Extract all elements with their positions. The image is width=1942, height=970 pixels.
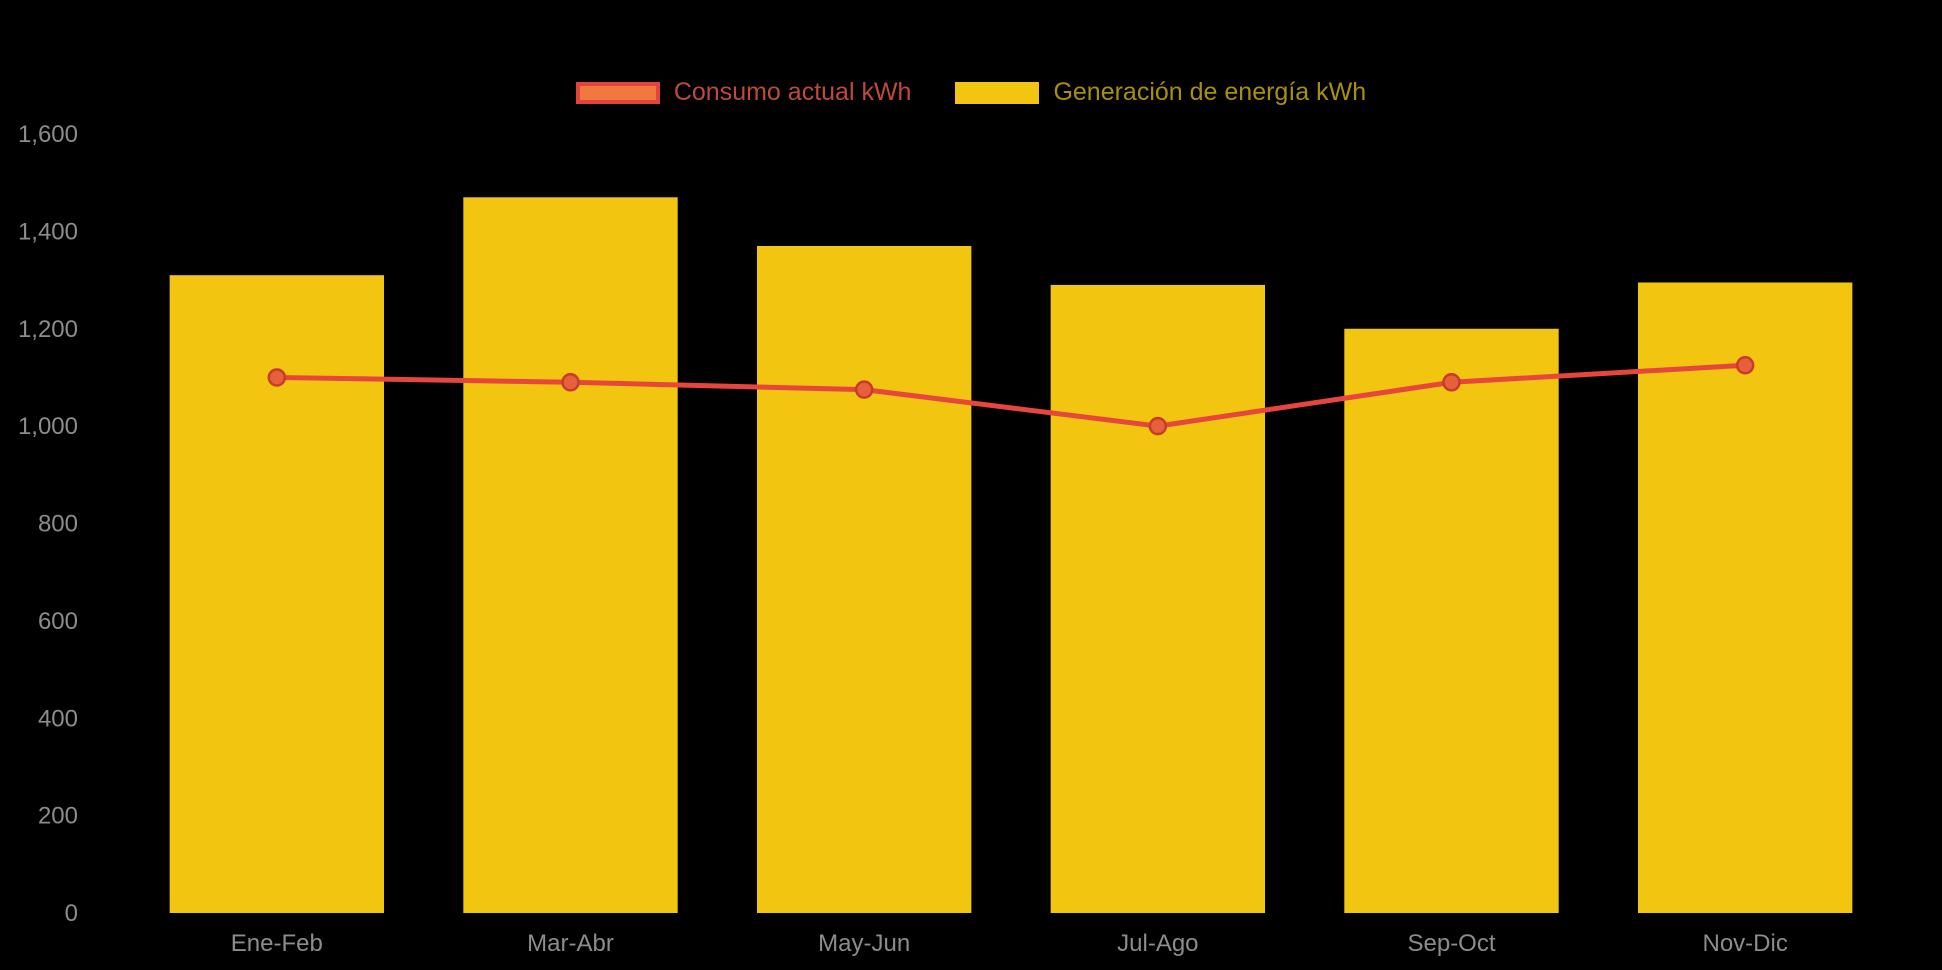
- bar-generacion: [463, 197, 678, 913]
- x-axis-category-label: Nov-Dic: [1702, 930, 1787, 957]
- line-point-consumo: [854, 380, 874, 399]
- line-point-consumo: [561, 373, 580, 392]
- line-point-consumo: [267, 368, 287, 387]
- bar-generacion: [1050, 284, 1266, 913]
- y-axis-tick-label: 1,400: [18, 218, 78, 245]
- y-axis-tick-label: 1,600: [18, 121, 78, 148]
- y-axis-tick-label: 1,000: [18, 413, 78, 440]
- y-axis-tick-label: 600: [38, 608, 78, 635]
- x-axis-category-label: May-Jun: [818, 930, 910, 957]
- bar-generacion: [1344, 328, 1559, 913]
- line-point-consumo: [1148, 416, 1168, 436]
- y-axis-tick-label: 800: [38, 511, 78, 538]
- x-axis-category-label: Jul-Ago: [1117, 930, 1198, 957]
- line-consumo: [274, 362, 1748, 429]
- bar-generacion: [756, 245, 972, 913]
- y-axis-tick-label: 400: [38, 705, 78, 732]
- x-axis-category-label: Ene-Feb: [231, 930, 323, 957]
- y-axis-tick-label: 0: [65, 900, 78, 927]
- bar-generacion: [1637, 282, 1853, 913]
- line-point-consumo: [1735, 356, 1755, 375]
- x-axis-category-label: Mar-Abr: [527, 930, 614, 957]
- y-axis-tick-label: 200: [38, 803, 78, 830]
- x-axis-category-label: Sep-Oct: [1407, 930, 1495, 957]
- y-axis-tick-label: 1,200: [18, 316, 78, 343]
- line-point-consumo: [1442, 373, 1461, 392]
